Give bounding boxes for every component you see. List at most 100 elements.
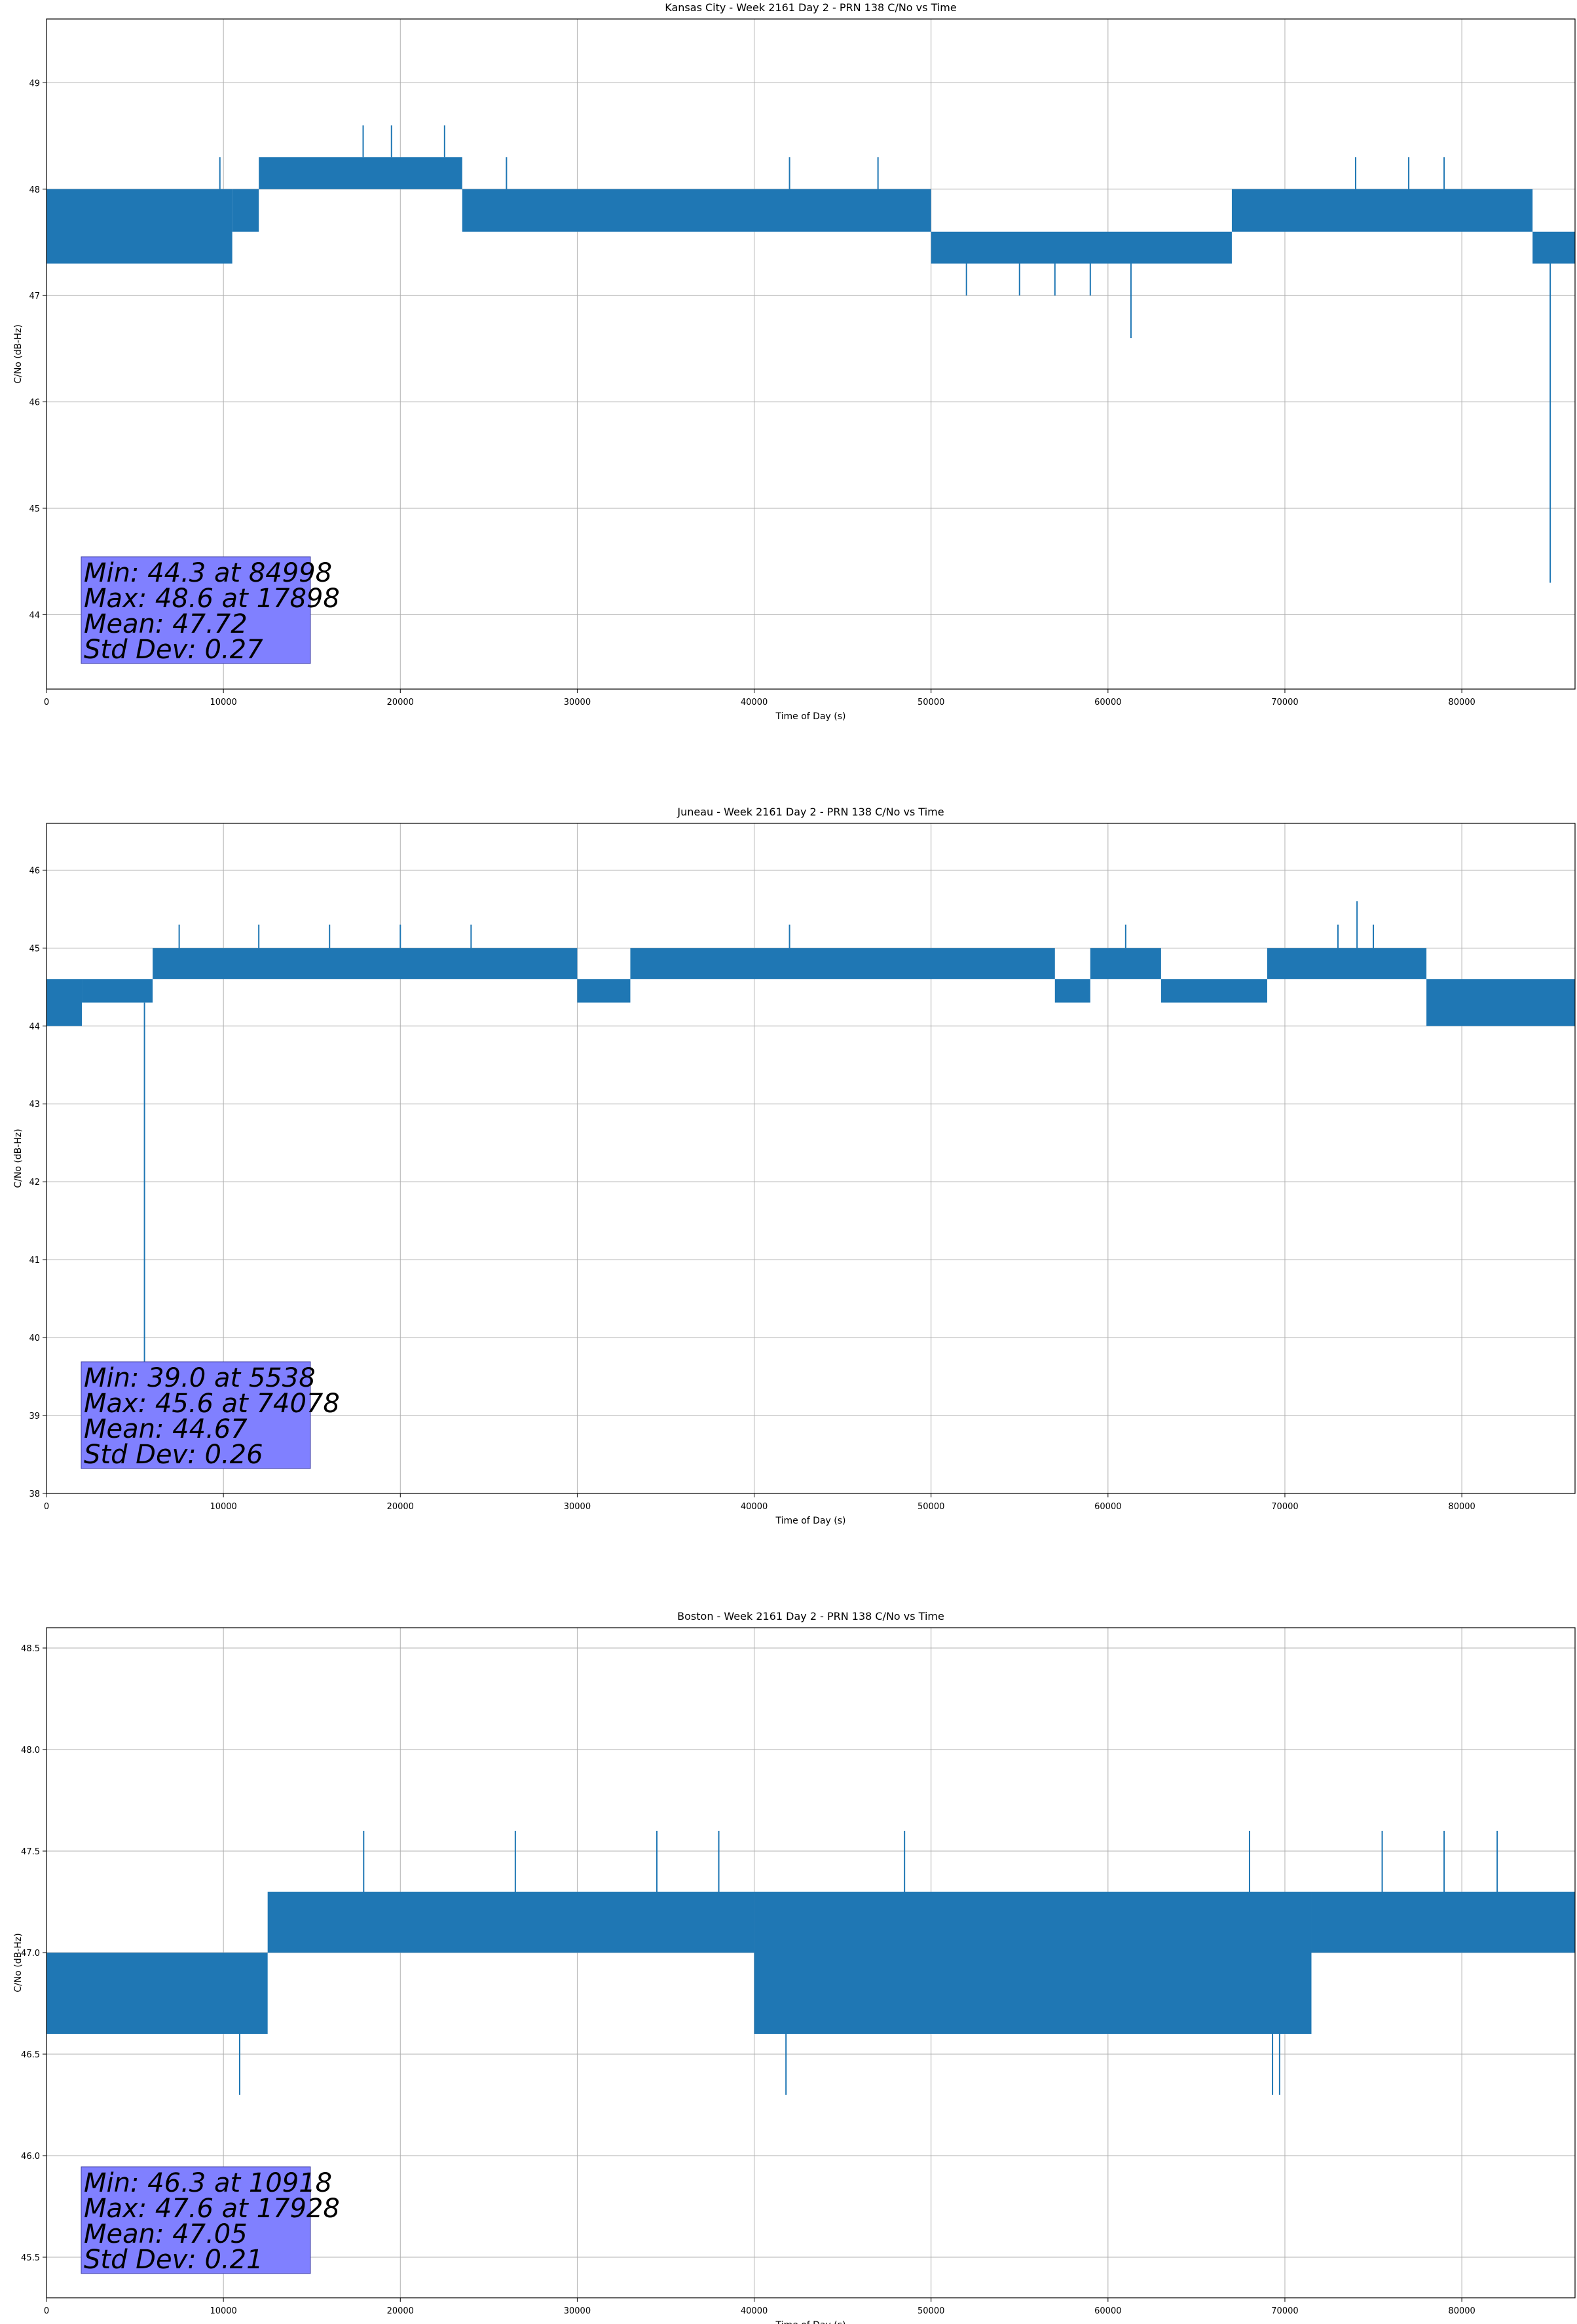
y-axis-label: C/No (dB-Hz)	[13, 324, 24, 383]
y-tick-label: 40	[29, 1334, 40, 1343]
signal-band	[1426, 979, 1575, 1026]
chart-title: Boston - Week 2161 Day 2 - PRN 138 C/No …	[677, 1610, 944, 1622]
y-tick-label: 44	[29, 610, 40, 620]
chart-title: Kansas City - Week 2161 Day 2 - PRN 138 …	[665, 1, 956, 14]
signal-band	[153, 948, 578, 979]
stats-line: Mean: 47.05	[84, 2219, 248, 2249]
signal-band	[630, 948, 1055, 979]
signal-band	[232, 189, 259, 232]
x-tick-label: 80000	[1448, 698, 1475, 707]
stats-line: Max: 48.6 at 17898	[84, 584, 340, 614]
x-axis-label: Time of Day (s)	[775, 1516, 846, 1526]
y-tick-label: 45	[29, 504, 40, 514]
y-tick-label: 46	[29, 398, 40, 408]
x-tick-label: 70000	[1271, 2306, 1298, 2316]
y-tick-label: 47	[29, 291, 40, 301]
y-tick-label: 48.5	[21, 1644, 40, 1654]
x-tick-label: 80000	[1448, 1502, 1475, 1512]
x-tick-label: 20000	[387, 2306, 414, 2316]
signal-band	[259, 157, 462, 189]
x-tick-label: 40000	[741, 698, 768, 707]
signal-band	[754, 1892, 1312, 2034]
x-tick-label: 60000	[1094, 698, 1121, 707]
x-tick-label: 40000	[741, 1502, 768, 1512]
x-tick-label: 40000	[741, 2306, 768, 2316]
x-tick-label: 10000	[210, 698, 236, 707]
chart-panel: Kansas City - Week 2161 Day 2 - PRN 138 …	[13, 1, 1576, 722]
x-tick-label: 30000	[564, 698, 591, 707]
y-tick-label: 45	[29, 944, 40, 954]
plot-frame	[46, 18, 1576, 690]
x-tick-label: 20000	[387, 1502, 414, 1512]
stats-box	[81, 1361, 311, 1469]
stats-line: Min: 44.3 at 84998	[84, 558, 332, 588]
y-tick-label: 47.0	[21, 1949, 40, 1959]
y-tick-label: 38	[29, 1490, 40, 1499]
chart-panel: Boston - Week 2161 Day 2 - PRN 138 C/No …	[13, 1610, 1576, 2324]
stats-box	[81, 2166, 311, 2274]
stats-line: Min: 46.3 at 10918	[84, 2168, 332, 2198]
signal-band	[1231, 189, 1533, 232]
x-tick-label: 10000	[210, 2306, 236, 2316]
x-tick-label: 60000	[1094, 2306, 1121, 2316]
signal-band	[46, 1953, 268, 2034]
y-tick-label: 47.5	[21, 1847, 40, 1857]
y-tick-label: 49	[29, 79, 40, 88]
signal-band	[1160, 979, 1267, 1003]
x-tick-label: 30000	[564, 2306, 591, 2316]
stats-line: Max: 45.6 at 74078	[84, 1389, 340, 1419]
x-tick-label: 70000	[1271, 1502, 1298, 1512]
stats-line: Std Dev: 0.21	[84, 2245, 263, 2275]
x-tick-label: 0	[44, 2306, 49, 2316]
chart-panel: Juneau - Week 2161 Day 2 - PRN 138 C/No …	[13, 806, 1576, 1526]
signal-band	[46, 979, 83, 1026]
x-tick-label: 20000	[387, 698, 414, 707]
x-axis-label: Time of Day (s)	[775, 2320, 846, 2324]
y-tick-label: 43	[29, 1100, 40, 1110]
stats-box	[81, 556, 311, 664]
signal-band	[1090, 948, 1161, 979]
signal-band	[82, 979, 153, 1003]
y-tick-label: 46	[29, 866, 40, 876]
signal-band	[462, 189, 931, 232]
plot-frame	[46, 1627, 1576, 2298]
stats-line: Min: 39.0 at 5538	[84, 1363, 316, 1393]
stats-line: Mean: 44.67	[84, 1414, 248, 1444]
y-tick-label: 45.5	[21, 2253, 40, 2263]
y-tick-label: 48	[29, 185, 40, 195]
x-tick-label: 10000	[210, 1502, 236, 1512]
y-axis-label: C/No (dB-Hz)	[13, 1129, 24, 1188]
signal-band	[46, 189, 232, 264]
signal-band	[577, 979, 631, 1003]
y-tick-label: 39	[29, 1412, 40, 1421]
x-tick-label: 70000	[1271, 698, 1298, 707]
stats-line: Std Dev: 0.26	[84, 1440, 263, 1470]
y-tick-label: 42	[29, 1178, 40, 1188]
data-series	[46, 901, 1575, 1416]
signal-band	[1532, 231, 1575, 264]
x-axis-label: Time of Day (s)	[775, 711, 846, 722]
stats-line: Mean: 47.72	[84, 609, 248, 639]
signal-band	[267, 1892, 754, 1953]
y-tick-label: 48.0	[21, 1746, 40, 1755]
y-tick-label: 44	[29, 1022, 40, 1032]
x-tick-label: 30000	[564, 1502, 591, 1512]
y-tick-label: 41	[29, 1256, 40, 1265]
x-tick-label: 50000	[918, 1502, 944, 1512]
data-series	[46, 125, 1575, 583]
data-series	[46, 1831, 1575, 2095]
x-tick-label: 80000	[1448, 2306, 1475, 2316]
signal-band	[931, 231, 1232, 264]
x-tick-label: 50000	[918, 698, 944, 707]
x-tick-label: 50000	[918, 2306, 944, 2316]
plot-frame	[46, 823, 1576, 1494]
y-tick-label: 46.5	[21, 2050, 40, 2060]
stats-line: Max: 47.6 at 17928	[84, 2194, 340, 2224]
signal-band	[1054, 979, 1090, 1003]
x-tick-label: 0	[44, 1502, 49, 1512]
signal-band	[1267, 948, 1427, 979]
chart-title: Juneau - Week 2161 Day 2 - PRN 138 C/No …	[677, 806, 944, 818]
stats-line: Std Dev: 0.27	[84, 635, 263, 665]
x-tick-label: 0	[44, 698, 49, 707]
